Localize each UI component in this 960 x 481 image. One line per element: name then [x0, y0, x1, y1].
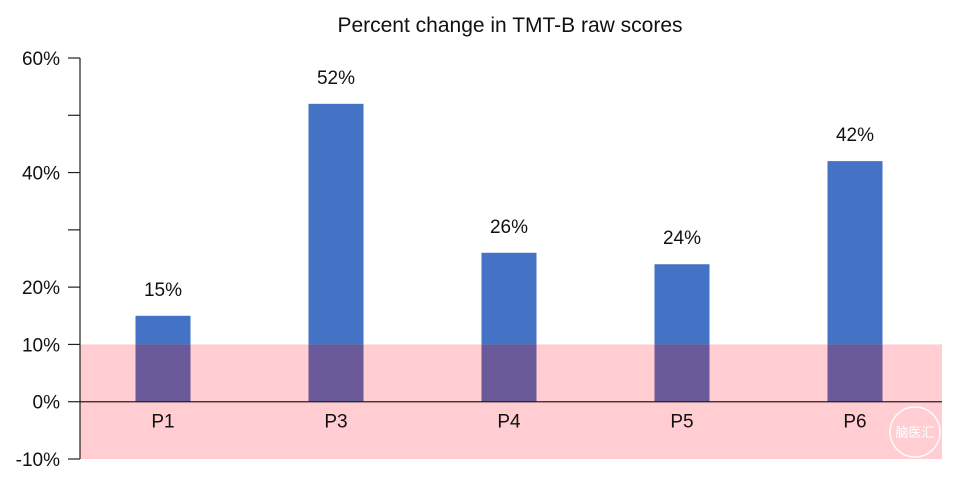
data-label-p3: 52%: [317, 68, 355, 89]
y-tick-label: 0%: [33, 393, 61, 414]
watermark: 脑医汇: [889, 406, 941, 458]
data-label-p5: 24%: [663, 228, 701, 249]
y-tick-label: 10%: [22, 335, 60, 356]
x-tick-label-p4: P4: [497, 412, 521, 433]
bar-overlap-p1: [135, 344, 191, 402]
y-tick-label: 20%: [22, 278, 60, 299]
bar-overlap-p6: [827, 344, 883, 402]
x-tick-label-p6: P6: [843, 412, 866, 433]
data-label-p6: 42%: [836, 125, 874, 146]
bar-overlap-p3: [308, 344, 364, 402]
plot-area: 15% P1 52% P3 26% P4 24% P5 42% P6 -10% 0% 10% 20% 40%…: [16, 49, 942, 471]
x-tick-label-p3: P3: [324, 412, 347, 433]
y-tick-label: -10%: [16, 450, 60, 471]
bar-p4: [481, 252, 537, 345]
bar-overlap-p4: [481, 344, 537, 402]
bar-p1: [135, 315, 191, 345]
chart-title: Percent change in TMT-B raw scores: [337, 14, 682, 37]
data-label-p1: 15%: [144, 280, 182, 301]
data-label-p4: 26%: [490, 217, 528, 238]
bar-p6: [827, 161, 883, 345]
bar-p3: [308, 103, 364, 345]
bar-p5: [654, 264, 710, 345]
watermark-text: 脑医汇: [895, 426, 934, 441]
y-tick-label: 60%: [22, 49, 60, 70]
x-tick-label-p5: P5: [670, 412, 693, 433]
watermark-logo: [889, 406, 941, 458]
y-tick-label: 40%: [22, 164, 60, 185]
x-tick-label-p1: P1: [151, 412, 174, 433]
bar-overlap-p5: [654, 344, 710, 402]
